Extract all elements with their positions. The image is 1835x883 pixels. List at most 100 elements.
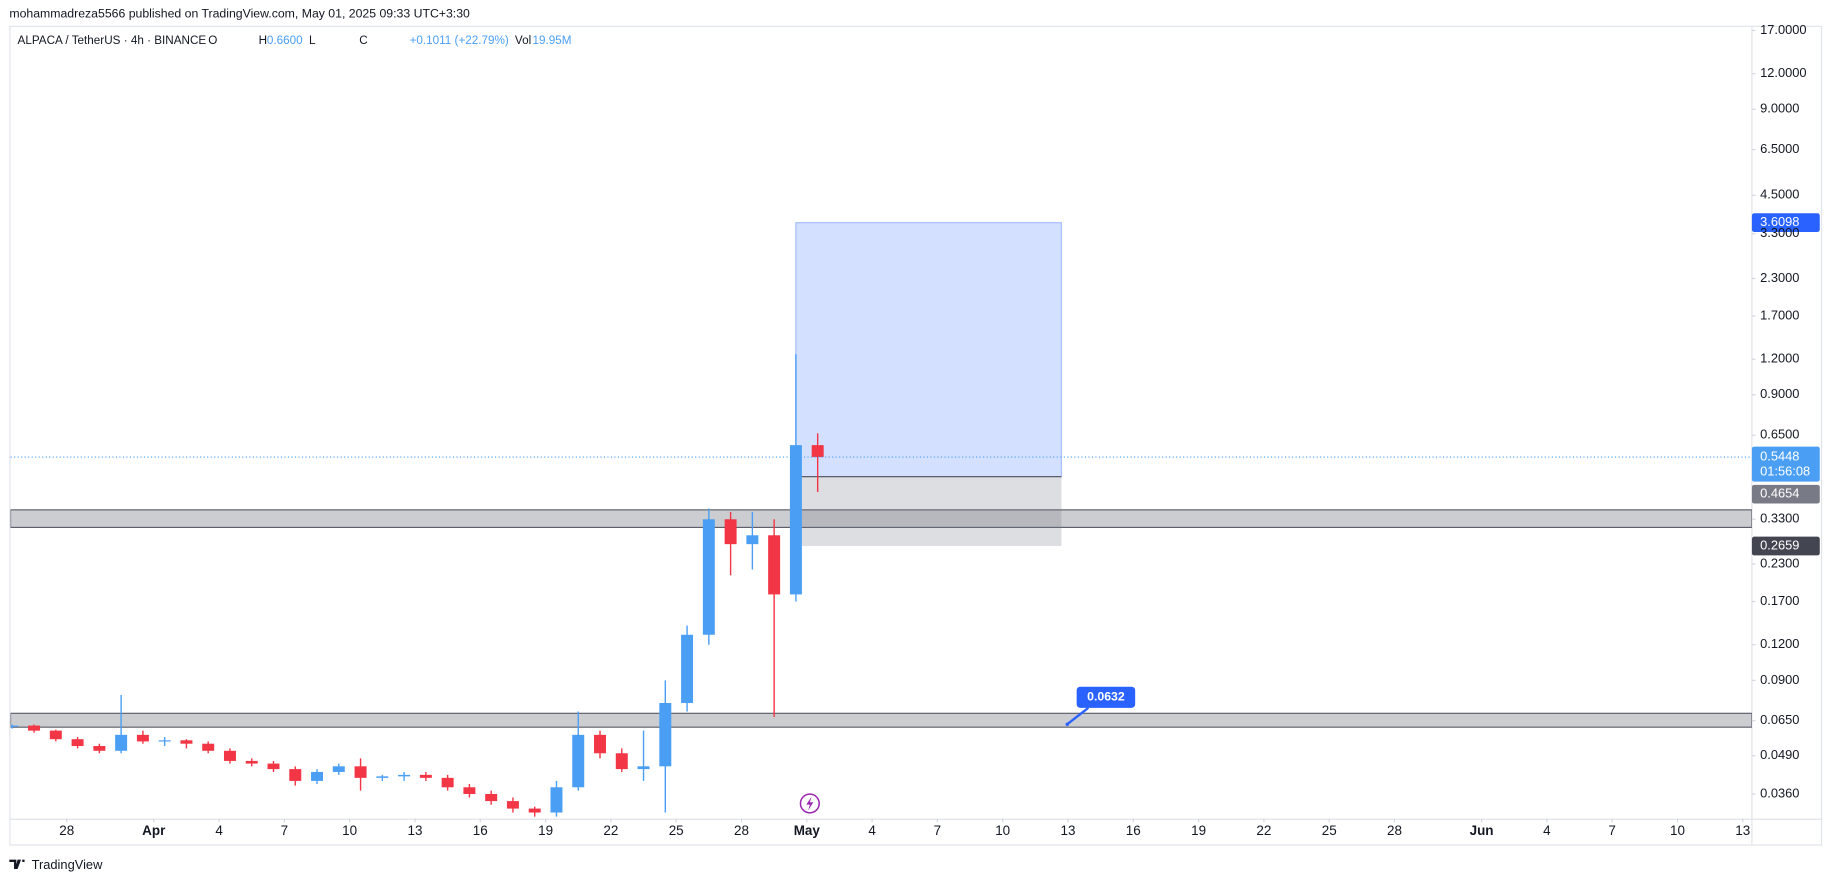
candle-body: [180, 740, 193, 744]
x-tick-label: Apr: [142, 823, 166, 838]
candle-body: [115, 734, 128, 751]
x-tick-label: 25: [669, 823, 684, 838]
y-tick-label: 0.0900: [1760, 672, 1799, 687]
x-tick-label: 13: [1061, 823, 1076, 838]
target-zone: [795, 222, 1063, 478]
y-tick-label: 0.0360: [1760, 785, 1799, 800]
candle-body: [485, 793, 498, 802]
callout-label: 0.0632: [1087, 690, 1125, 704]
x-tick-label: 13: [408, 823, 423, 838]
candle-body: [419, 774, 432, 778]
candle-body: [768, 535, 781, 595]
y-tick-label: 1.7000: [1760, 307, 1799, 322]
y-tick-label: 2.3000: [1760, 270, 1799, 285]
y-tick-label: 1.2000: [1760, 351, 1799, 366]
candle-body: [746, 535, 759, 545]
x-tick-label: 28: [59, 823, 74, 838]
stop-zone: [795, 476, 1062, 547]
candle-body: [223, 750, 236, 761]
y-tick-label: 0.2300: [1760, 555, 1799, 570]
y-tick-label: 0.0650: [1760, 712, 1799, 727]
symbol-title: ALPACA / TetherUS · 4h · BINANCE: [18, 34, 207, 47]
callout-anchor: [1065, 722, 1070, 726]
logo-mark: [9, 859, 25, 869]
x-tick-label: 7: [1608, 823, 1615, 838]
y-tick-label: 0.0490: [1760, 747, 1799, 762]
plot-area: [10, 222, 1752, 817]
candle-body: [332, 766, 345, 772]
footer-logo: TradingView: [9, 857, 103, 872]
x-tick-label: 16: [1126, 823, 1141, 838]
legend-key: C: [359, 34, 367, 47]
x-tick-label: 4: [1543, 823, 1551, 838]
candle-body: [202, 743, 215, 751]
lightning-icon: [799, 793, 820, 814]
candle-body: [28, 725, 41, 731]
support-zone: [10, 509, 1752, 528]
candle-body: [49, 730, 62, 740]
candle-body: [136, 734, 149, 742]
last-price-box: [1751, 446, 1820, 482]
candle-body: [376, 776, 389, 778]
callout-box: [1076, 686, 1136, 708]
y-tick-label: 17.0000: [1760, 22, 1806, 37]
candle-body: [528, 808, 541, 813]
x-tick-label: 7: [934, 823, 941, 838]
y-tick-label: 12.0000: [1760, 65, 1806, 80]
legend-value: 0.6600: [267, 34, 303, 47]
candle-body: [550, 787, 563, 813]
last-price-label: 0.5448: [1760, 448, 1799, 463]
y-tick-label: 4.5000: [1760, 187, 1799, 202]
event-bolt: [806, 796, 814, 811]
y-tick-label: 0.1700: [1760, 593, 1799, 608]
candle-body: [245, 760, 258, 764]
legend-volume: 19.95M: [532, 34, 571, 47]
x-tick-label: 7: [281, 823, 288, 838]
publisher-line: mohammadreza5566 published on TradingVie…: [9, 6, 470, 20]
chart-frame: [9, 25, 1823, 846]
legend-volume-key: Vol: [515, 34, 531, 47]
candle-body: [158, 740, 171, 742]
candle-body: [594, 734, 606, 754]
candle-body: [267, 763, 280, 770]
candle-body: [659, 702, 672, 767]
footer-brand: TradingView: [32, 857, 104, 872]
candle-body: [572, 734, 585, 788]
candle-body: [289, 769, 302, 781]
callout-pointer: [1066, 706, 1090, 726]
candle-body: [398, 774, 411, 777]
x-tick-label: 4: [215, 823, 223, 838]
candle-body: [681, 634, 694, 703]
x-tick-label: 10: [995, 823, 1010, 838]
countdown-label: 01:56:08: [1760, 464, 1810, 479]
candle-body: [615, 753, 628, 770]
x-tick-label: 25: [1322, 823, 1337, 838]
x-tick-label: 10: [342, 823, 357, 838]
x-tick-label: Jun: [1470, 823, 1494, 838]
x-tick-label: 22: [1256, 823, 1271, 838]
y-tick-label: 0.3300: [1760, 511, 1799, 526]
legend-key: H: [259, 34, 267, 47]
candle-body: [463, 787, 476, 794]
stop-label: 0.2659: [1760, 537, 1799, 552]
candle-body: [311, 771, 324, 781]
candle-body: [354, 766, 367, 778]
legend-key: L: [309, 34, 316, 47]
candle-body: [10, 725, 19, 727]
candle-body: [724, 519, 737, 545]
target-label-box: [1751, 213, 1820, 232]
entry-label: 0.4654: [1760, 486, 1799, 501]
candle-body: [441, 777, 454, 788]
y-tick-label: 0.6500: [1760, 427, 1799, 442]
candle-body: [71, 739, 84, 747]
candle-body: [637, 766, 650, 770]
legend-key: O: [208, 34, 217, 47]
x-tick-label: 13: [1735, 823, 1750, 838]
candle-body: [811, 445, 824, 458]
x-tick-label: 19: [538, 823, 553, 838]
x-tick-label: 22: [603, 823, 618, 838]
support-zone: [10, 712, 1752, 728]
